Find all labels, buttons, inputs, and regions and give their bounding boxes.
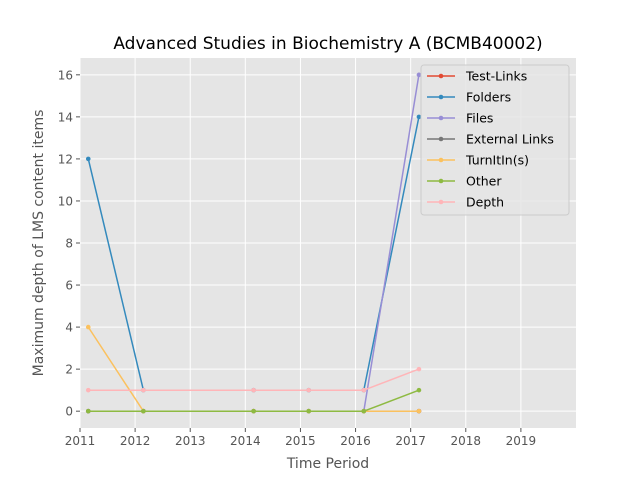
data-point-turnitin-s — [85, 324, 91, 330]
legend-item: Folders — [427, 90, 511, 105]
y-tick-label: 8 — [65, 237, 73, 251]
legend-label: Depth — [466, 195, 504, 210]
legend-marker — [438, 73, 444, 79]
data-point-files — [416, 72, 422, 78]
data-point-depth — [251, 387, 256, 393]
y-tick-label: 10 — [58, 194, 73, 208]
legend-item: Test-Links — [427, 69, 527, 84]
data-point-folders — [85, 156, 91, 162]
y-tick-label: 4 — [65, 321, 73, 335]
data-point-turnitin-s — [416, 408, 422, 414]
series-other — [85, 387, 422, 414]
series-line-depth — [88, 368, 420, 391]
legend-item: Depth — [427, 195, 504, 210]
legend-item: Files — [427, 111, 493, 126]
data-point-depth — [306, 387, 312, 393]
data-point-depth — [416, 366, 422, 372]
y-tick-label: 12 — [58, 152, 73, 166]
series-layer — [85, 72, 422, 414]
legend-box — [420, 64, 570, 216]
x-tick-label: 2014 — [230, 434, 261, 448]
legend-marker — [438, 157, 444, 163]
data-point-other — [85, 408, 91, 414]
legend-label: Test-Links — [465, 69, 527, 84]
legend-marker — [438, 94, 444, 100]
y-tick-label: 14 — [58, 110, 73, 124]
y-axis-label: Maximum depth of LMS content items — [31, 110, 47, 377]
x-tick-label: 2015 — [285, 434, 316, 448]
data-point-other — [141, 408, 146, 414]
data-point-depth — [361, 387, 367, 393]
legend-item: External Links — [427, 132, 554, 147]
legend-marker — [438, 136, 444, 142]
x-tick-label: 2013 — [175, 434, 206, 448]
x-tick-label: 2012 — [120, 434, 151, 448]
y-tick-label: 2 — [65, 363, 73, 377]
x-axis-ticks: 2011 2012 2013 2014 2015 2016 2017 2018 2019 — [65, 428, 536, 448]
x-tick-label: 2018 — [451, 434, 482, 448]
x-tick-label: 2016 — [340, 434, 371, 448]
legend-label: TurnItIn(s) — [465, 153, 529, 168]
data-point-depth — [141, 387, 146, 393]
legend-marker — [438, 199, 444, 205]
data-point-other — [361, 408, 367, 414]
x-tick-label: 2019 — [506, 434, 537, 448]
legend-label: Files — [466, 111, 493, 126]
legend-item: TurnItIn(s) — [427, 153, 529, 168]
legend-item: Other — [427, 174, 502, 189]
data-point-other — [306, 408, 312, 414]
y-tick-label: 0 — [65, 405, 73, 419]
data-point-other — [416, 387, 422, 393]
y-axis-ticks: 0 2 4 6 8 10 12 14 16 — [58, 68, 80, 419]
x-tick-label: 2011 — [65, 434, 96, 448]
y-tick-label: 16 — [58, 68, 73, 82]
data-point-other — [251, 408, 256, 414]
legend-label: External Links — [466, 132, 554, 147]
legend: Test-Links Folders Files External Links Turn… — [420, 64, 570, 216]
data-point-depth — [85, 387, 91, 393]
x-axis-label: Time Period — [286, 456, 369, 472]
series-line-other — [88, 389, 420, 412]
legend-marker — [438, 115, 444, 121]
data-point-folders — [416, 114, 422, 120]
legend-label: Folders — [466, 90, 511, 105]
series-depth — [85, 366, 422, 393]
chart-title: Advanced Studies in Biochemistry A (BCMB… — [113, 34, 542, 54]
legend-marker — [438, 178, 444, 184]
legend-label: Other — [466, 174, 502, 189]
y-tick-label: 6 — [65, 279, 73, 293]
x-tick-label: 2017 — [395, 434, 426, 448]
